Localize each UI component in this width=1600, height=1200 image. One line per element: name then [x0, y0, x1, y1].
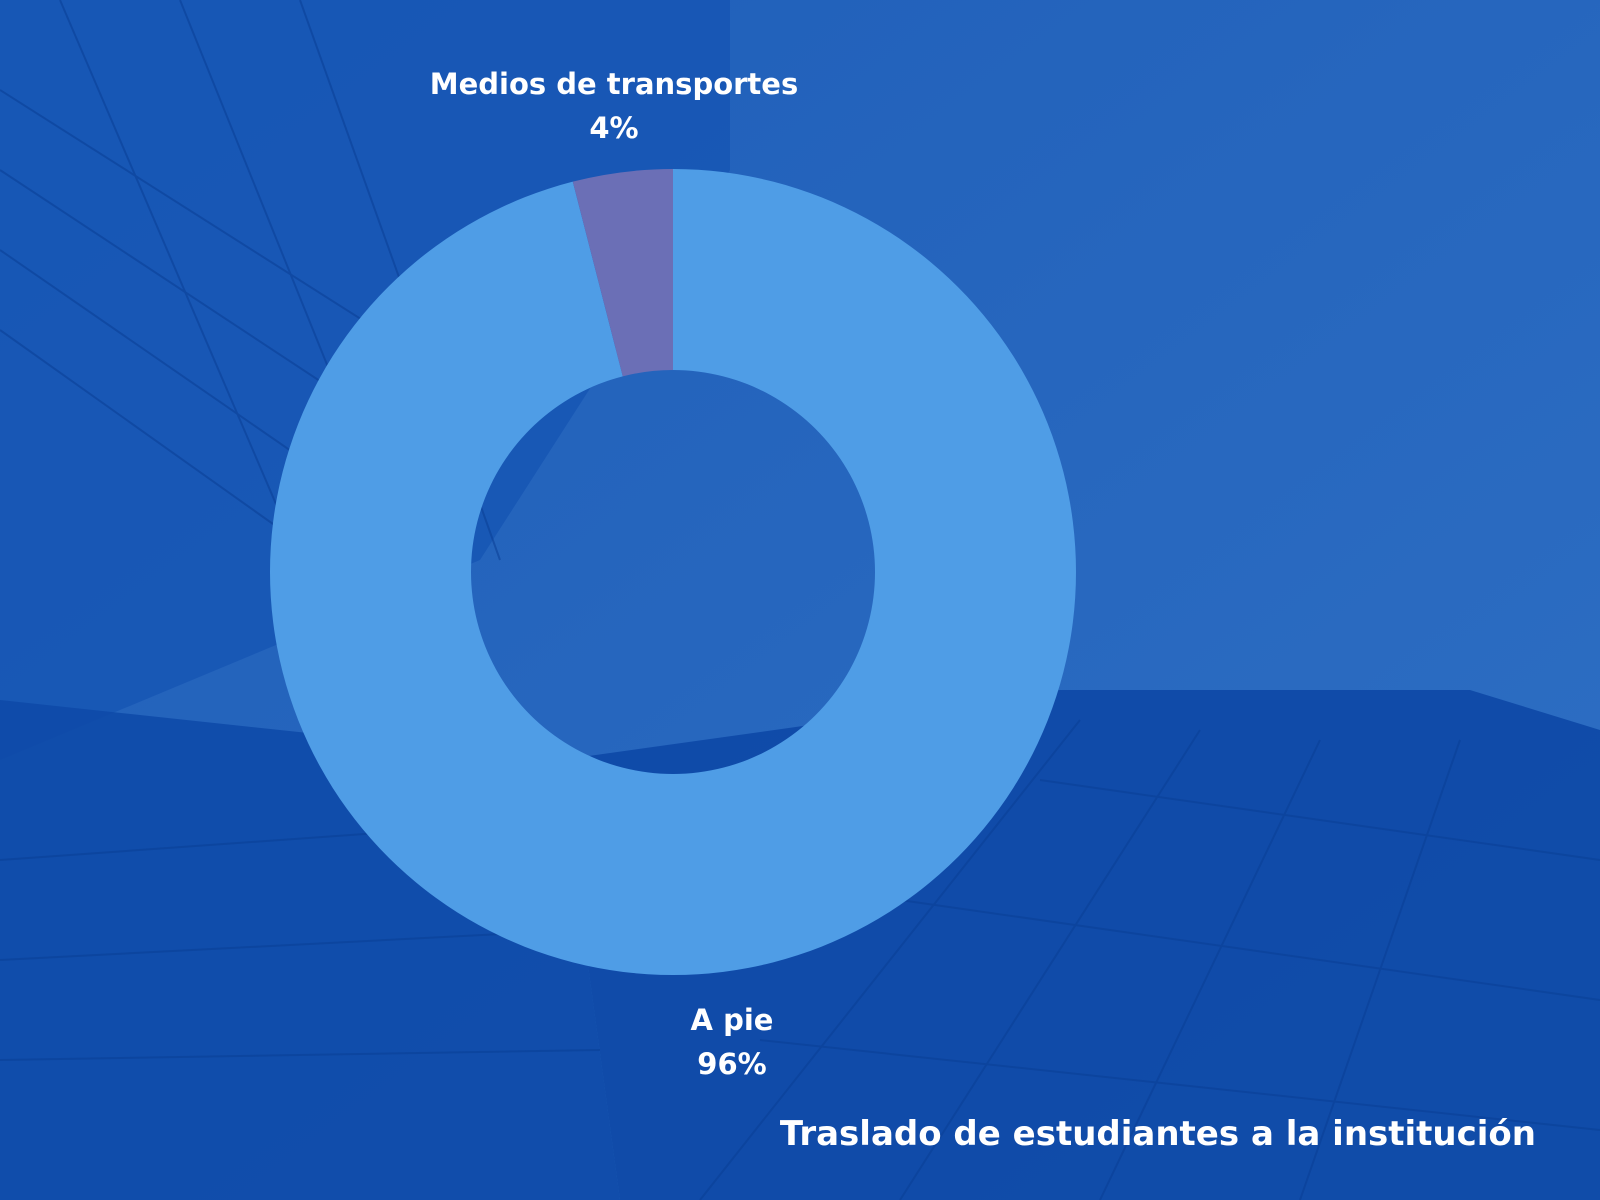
slice-label-medios-de-transportes: Medios de transportes 4%: [430, 62, 798, 150]
slice-category-label: Medios de transportes: [429, 67, 799, 101]
slice-a-pie: [269, 169, 1077, 975]
slice-category-label: A pie: [690, 1003, 774, 1037]
slice-percent-label: 96%: [697, 1047, 767, 1081]
slice-percent-label: 4%: [589, 111, 639, 145]
slice-medios-de-transportes: [572, 169, 673, 377]
slice-label-a-pie: A pie 96%: [691, 998, 774, 1086]
chart-title: Traslado de estudiantes a la institución: [779, 1114, 1536, 1154]
donut-slices: [269, 169, 1077, 975]
